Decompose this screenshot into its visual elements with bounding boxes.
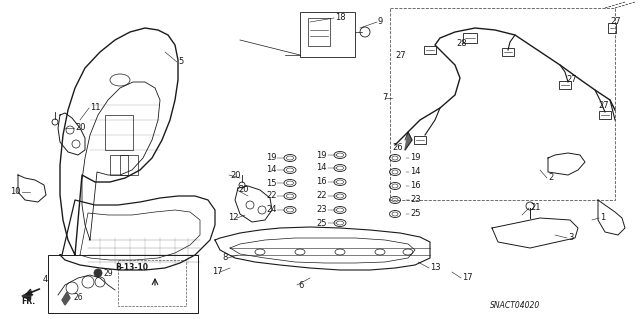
Text: 15: 15 — [266, 179, 277, 188]
Bar — [120, 155, 138, 175]
Text: 14: 14 — [317, 164, 327, 173]
Text: 4: 4 — [43, 276, 48, 285]
Text: 20: 20 — [238, 186, 248, 195]
Bar — [608, 23, 616, 33]
Text: 6: 6 — [298, 280, 303, 290]
Text: 21: 21 — [530, 204, 541, 212]
Text: 22: 22 — [317, 191, 327, 201]
Bar — [390, 8, 615, 200]
Text: 1: 1 — [600, 213, 605, 222]
Text: 27: 27 — [566, 76, 577, 85]
Bar — [424, 46, 436, 54]
Bar — [308, 18, 330, 46]
Text: 14: 14 — [266, 166, 277, 174]
Text: 23: 23 — [410, 196, 420, 204]
Text: 29: 29 — [103, 269, 113, 278]
Bar — [599, 111, 611, 119]
Text: 10: 10 — [10, 188, 20, 197]
Text: 26: 26 — [392, 144, 403, 152]
Text: 23: 23 — [316, 205, 327, 214]
Text: 13: 13 — [430, 263, 440, 272]
Text: 5: 5 — [178, 57, 183, 66]
Text: 20: 20 — [230, 170, 241, 180]
Text: 16: 16 — [410, 182, 420, 190]
Text: 16: 16 — [316, 177, 327, 187]
Text: 27: 27 — [598, 100, 609, 109]
Text: 14: 14 — [410, 167, 420, 176]
Bar — [105, 115, 133, 150]
Bar — [300, 12, 355, 57]
Text: 19: 19 — [317, 151, 327, 160]
Text: 12: 12 — [228, 213, 239, 222]
Text: 25: 25 — [410, 210, 420, 219]
Text: 17: 17 — [212, 268, 223, 277]
Text: FR.: FR. — [21, 298, 35, 307]
Polygon shape — [22, 291, 32, 300]
Bar — [110, 155, 128, 175]
Text: 25: 25 — [317, 219, 327, 227]
Text: B-13-10: B-13-10 — [115, 263, 148, 272]
Bar — [502, 48, 514, 56]
Text: 7: 7 — [382, 93, 387, 102]
Text: 19: 19 — [410, 153, 420, 162]
Text: 27: 27 — [395, 50, 406, 60]
Text: SNACТ04020: SNACТ04020 — [490, 300, 540, 309]
Text: 28: 28 — [456, 40, 467, 48]
Bar — [48, 255, 198, 313]
Bar — [559, 81, 571, 89]
Text: 17: 17 — [462, 273, 472, 283]
Bar — [463, 33, 477, 43]
Text: 19: 19 — [266, 153, 277, 162]
Polygon shape — [405, 132, 412, 150]
Bar — [414, 136, 426, 144]
Text: 2: 2 — [548, 174, 553, 182]
Text: 8: 8 — [222, 254, 227, 263]
Text: 20: 20 — [75, 123, 86, 132]
Text: 27: 27 — [610, 18, 621, 26]
Circle shape — [94, 269, 102, 277]
Text: 24: 24 — [266, 205, 277, 214]
Text: 22: 22 — [266, 191, 277, 201]
Polygon shape — [62, 292, 70, 305]
Text: 11: 11 — [90, 103, 100, 113]
Text: 18: 18 — [335, 13, 346, 23]
Text: 3: 3 — [568, 234, 573, 242]
Text: 26: 26 — [74, 293, 84, 301]
Text: 9: 9 — [378, 18, 383, 26]
Bar — [118, 260, 186, 306]
